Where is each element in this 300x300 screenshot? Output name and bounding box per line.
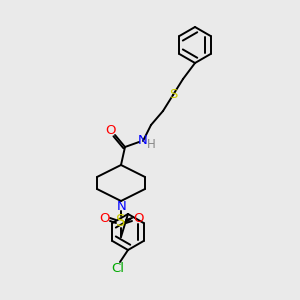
Text: N: N bbox=[117, 200, 127, 212]
Text: N: N bbox=[138, 134, 148, 148]
Text: O: O bbox=[99, 212, 109, 226]
Text: S: S bbox=[116, 214, 126, 229]
Text: O: O bbox=[106, 124, 116, 136]
Text: S: S bbox=[169, 88, 177, 101]
Text: Cl: Cl bbox=[112, 262, 124, 275]
Text: H: H bbox=[147, 137, 155, 151]
Text: O: O bbox=[133, 212, 143, 226]
